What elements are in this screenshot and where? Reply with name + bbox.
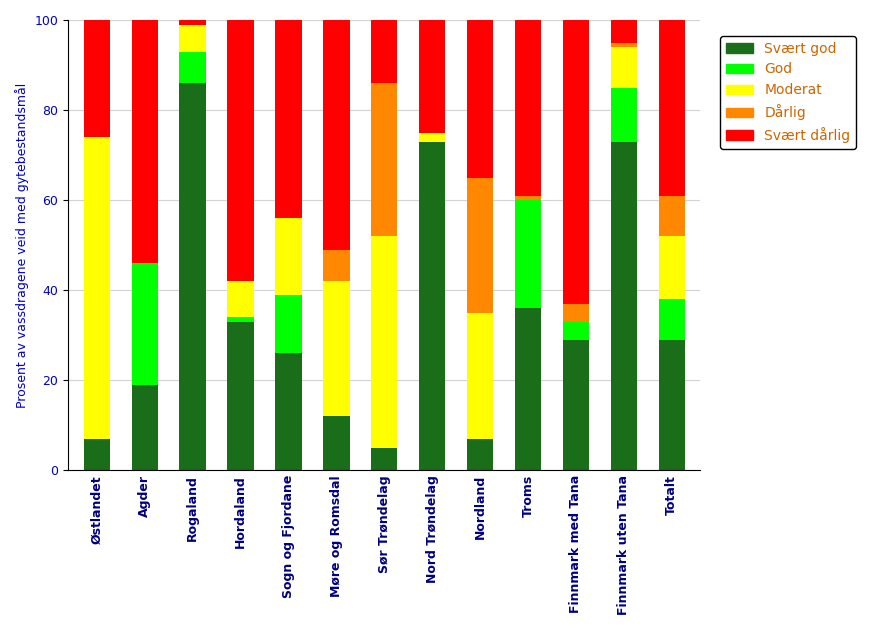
- Bar: [658, 20, 685, 195]
- Bar: [514, 308, 542, 470]
- Bar: [610, 20, 637, 42]
- Bar: [324, 416, 350, 470]
- Bar: [562, 20, 589, 304]
- Bar: [132, 20, 158, 263]
- Bar: [467, 178, 494, 312]
- Bar: [228, 321, 254, 470]
- Bar: [658, 195, 685, 236]
- Bar: [514, 195, 542, 200]
- Bar: [371, 83, 398, 236]
- Bar: [276, 20, 302, 218]
- Bar: [180, 83, 206, 470]
- Bar: [84, 20, 110, 137]
- Bar: [276, 295, 302, 353]
- Bar: [180, 25, 206, 52]
- Bar: [371, 236, 398, 448]
- Bar: [467, 312, 494, 438]
- Bar: [562, 340, 589, 470]
- Bar: [658, 340, 685, 470]
- Bar: [132, 263, 158, 384]
- Legend: Svært god, God, Moderat, Dårlig, Svært dårlig: Svært god, God, Moderat, Dårlig, Svært d…: [720, 36, 856, 149]
- Bar: [658, 299, 685, 340]
- Bar: [228, 317, 254, 321]
- Bar: [324, 249, 350, 281]
- Bar: [180, 20, 206, 25]
- Bar: [324, 281, 350, 416]
- Bar: [610, 142, 637, 470]
- Bar: [84, 137, 110, 438]
- Bar: [562, 304, 589, 321]
- Bar: [610, 42, 637, 47]
- Bar: [514, 200, 542, 308]
- Bar: [610, 47, 637, 88]
- Bar: [228, 281, 254, 317]
- Bar: [276, 353, 302, 470]
- Bar: [610, 88, 637, 142]
- Bar: [276, 218, 302, 295]
- Y-axis label: Prosent av vassdragene veid med gytebestandsmål: Prosent av vassdragene veid med gytebest…: [15, 83, 29, 408]
- Bar: [132, 384, 158, 470]
- Bar: [419, 142, 446, 470]
- Bar: [467, 438, 494, 470]
- Bar: [84, 438, 110, 470]
- Bar: [419, 132, 446, 142]
- Bar: [658, 236, 685, 299]
- Bar: [562, 321, 589, 340]
- Bar: [467, 20, 494, 178]
- Bar: [371, 448, 398, 470]
- Bar: [371, 20, 398, 83]
- Bar: [324, 20, 350, 249]
- Bar: [514, 20, 542, 195]
- Bar: [228, 20, 254, 281]
- Bar: [180, 52, 206, 83]
- Bar: [419, 20, 446, 132]
